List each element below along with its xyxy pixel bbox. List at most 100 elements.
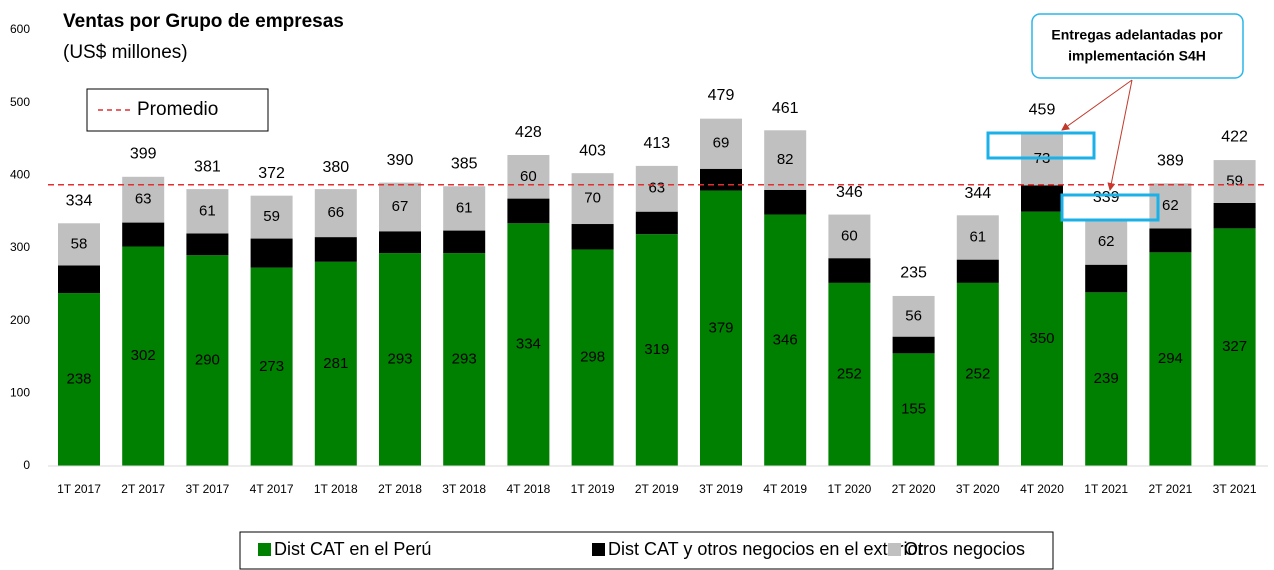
value-label: 34 xyxy=(841,261,858,278)
total-label: 344 xyxy=(964,185,991,202)
bar-segment xyxy=(1085,264,1128,293)
value-label: 38 xyxy=(71,270,88,287)
highlight xyxy=(1060,193,1160,222)
x-tick-label: 2T 2021 xyxy=(1148,482,1192,496)
value-label: 252 xyxy=(965,365,990,382)
bar-segment xyxy=(1021,211,1063,466)
bar-segment xyxy=(379,253,421,466)
chart-subtitle: (US$ millones) xyxy=(63,42,188,63)
bar-segment xyxy=(571,224,614,250)
bar-segment xyxy=(122,222,165,247)
x-tick-label: 1T 2021 xyxy=(1084,482,1128,496)
bar-segment xyxy=(764,214,807,466)
value-label: 34 xyxy=(327,240,344,257)
value-label: 61 xyxy=(456,199,473,216)
bar-segment xyxy=(58,293,100,466)
bar-segment xyxy=(250,238,293,268)
bar-segment xyxy=(892,336,935,354)
value-label: 334 xyxy=(516,336,541,353)
y-tick-label: 400 xyxy=(10,168,30,182)
value-label: 350 xyxy=(1029,330,1054,347)
total-label: 385 xyxy=(451,155,478,172)
bar-segment xyxy=(1149,252,1192,466)
legend-label: Otros negocios xyxy=(904,539,1025,559)
x-tick-label: 3T 2021 xyxy=(1213,482,1257,496)
total-label: 428 xyxy=(515,124,542,141)
value-label: 61 xyxy=(199,202,216,219)
annotation-arrow xyxy=(1107,79,1133,191)
bar-segment xyxy=(250,195,293,239)
total-label: 390 xyxy=(387,152,414,169)
x-tick-label: 1T 2020 xyxy=(827,482,871,496)
bar-segment xyxy=(58,265,100,294)
bar-segment xyxy=(700,190,742,467)
value-label: 293 xyxy=(387,351,412,368)
y-tick-label: 100 xyxy=(10,386,30,400)
total-label: 235 xyxy=(900,264,927,281)
y-tick-label: 200 xyxy=(10,313,30,327)
bar-segment xyxy=(1149,228,1192,253)
bar-segment xyxy=(186,189,229,234)
value-label: 252 xyxy=(837,365,862,382)
value-label: 302 xyxy=(131,347,156,364)
x-tick-label: 4T 2019 xyxy=(763,482,807,496)
value-label: 294 xyxy=(1158,350,1183,367)
total-label: 459 xyxy=(1029,102,1056,119)
bar-segment xyxy=(122,246,165,466)
bar-segment xyxy=(1213,202,1256,229)
y-tick-label: 300 xyxy=(10,240,30,254)
bar-segment xyxy=(314,189,357,238)
value-label: 59 xyxy=(263,208,280,225)
y-tick-label: 500 xyxy=(10,95,30,109)
bar-segment xyxy=(571,249,614,466)
legend-label: Dist CAT y otros negocios en el exterior xyxy=(608,539,923,559)
value-label: 61 xyxy=(969,228,986,245)
value-label: 239 xyxy=(1094,370,1119,387)
value-label: 23 xyxy=(905,336,922,353)
value-label: 32 xyxy=(969,262,986,279)
bar-segment xyxy=(443,230,486,254)
bar-segment xyxy=(1021,185,1063,212)
bar-segment xyxy=(956,259,999,283)
value-label: 33 xyxy=(135,226,152,243)
x-tick-label: 3T 2017 xyxy=(185,482,229,496)
x-tick-label: 2T 2018 xyxy=(378,482,422,496)
bar-segment xyxy=(314,237,357,262)
value-label: 31 xyxy=(648,214,665,231)
legend-label: Dist CAT en el Perú xyxy=(274,539,431,559)
value-label: 34 xyxy=(520,202,537,219)
annotation-arrow xyxy=(1061,79,1133,131)
value-label: 298 xyxy=(580,349,605,366)
bar-segment xyxy=(1213,160,1256,203)
total-label: 413 xyxy=(643,135,670,152)
bar-segment xyxy=(828,214,871,259)
total-label: 389 xyxy=(1157,153,1184,170)
value-label: 293 xyxy=(452,351,477,368)
value-label: 63 xyxy=(648,180,665,197)
x-tick-label: 1T 2019 xyxy=(571,482,615,496)
bar-segment xyxy=(892,353,935,466)
bar-segment xyxy=(379,231,421,254)
value-label: 67 xyxy=(392,198,409,215)
total-label: 381 xyxy=(194,158,221,175)
bar-segment xyxy=(443,186,486,231)
value-label: 290 xyxy=(195,352,220,369)
x-tick-label: 4T 2017 xyxy=(250,482,294,496)
value-label: 36 xyxy=(1034,190,1051,207)
x-tick-label: 2T 2019 xyxy=(635,482,679,496)
value-label: 155 xyxy=(901,401,926,418)
bar-segment xyxy=(828,282,871,466)
highlight xyxy=(986,131,1096,160)
bar-segment xyxy=(571,173,614,225)
x-tick-label: 4T 2020 xyxy=(1020,482,1064,496)
bar-segment xyxy=(250,267,293,466)
x-tick-label: 1T 2017 xyxy=(57,482,101,496)
total-label: 479 xyxy=(708,87,735,104)
value-label: 281 xyxy=(323,355,348,372)
bar-segment xyxy=(828,258,871,283)
value-label: 33 xyxy=(1162,231,1179,248)
value-label: 66 xyxy=(327,204,344,221)
x-tick-label: 4T 2018 xyxy=(506,482,550,496)
annotation-text: implementación S4H xyxy=(1068,48,1206,64)
value-label: 62 xyxy=(1162,197,1179,214)
